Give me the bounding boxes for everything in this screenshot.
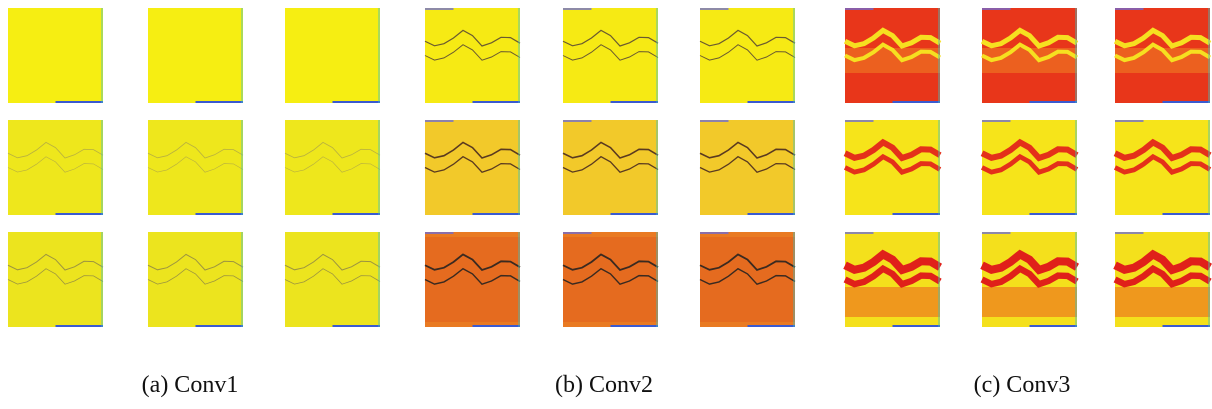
feature-map-background [148, 232, 243, 327]
feature-map [563, 120, 658, 215]
feature-map [148, 120, 243, 215]
caption: (b) Conv2 [555, 372, 653, 398]
feature-map-background [8, 8, 103, 103]
feature-map-background [1115, 120, 1210, 215]
feature-map-background [148, 120, 243, 215]
feature-map-band [425, 237, 520, 322]
feature-map [1115, 232, 1210, 327]
feature-map [8, 8, 103, 103]
feature-map-band [845, 287, 940, 317]
feature-map [700, 8, 795, 103]
feature-map [8, 232, 103, 327]
feature-map-background [845, 120, 940, 215]
feature-map [845, 8, 940, 103]
feature-map-grid [8, 8, 1210, 327]
feature-map [285, 232, 380, 327]
feature-map-background [425, 120, 520, 215]
feature-map [700, 120, 795, 215]
feature-map-background [285, 8, 380, 103]
feature-map [285, 120, 380, 215]
feature-map-background [285, 232, 380, 327]
feature-map [1115, 120, 1210, 215]
feature-map [563, 232, 658, 327]
feature-map [563, 8, 658, 103]
caption: (c) Conv3 [974, 372, 1071, 398]
feature-map [425, 232, 520, 327]
feature-map [425, 8, 520, 103]
feature-map-band [1115, 287, 1210, 317]
feature-map-band [700, 237, 795, 322]
feature-map-background [285, 120, 380, 215]
feature-map [982, 8, 1077, 103]
feature-map [845, 232, 940, 327]
feature-map-band [563, 237, 658, 322]
feature-map [700, 232, 795, 327]
feature-map-background [425, 8, 520, 103]
feature-map [982, 120, 1077, 215]
feature-map-background [982, 120, 1077, 215]
feature-map-background [8, 120, 103, 215]
feature-map-background [8, 232, 103, 327]
feature-map [425, 120, 520, 215]
feature-map [148, 8, 243, 103]
feature-map [1115, 8, 1210, 103]
feature-map-background [563, 120, 658, 215]
figure: (a) Conv1 (b) Conv2 (c) Conv3 [0, 0, 1212, 409]
feature-map [845, 120, 940, 215]
caption: (a) Conv1 [142, 372, 239, 398]
feature-map [148, 232, 243, 327]
feature-map-background [563, 8, 658, 103]
feature-map-background [700, 120, 795, 215]
feature-map-background [148, 8, 243, 103]
feature-map [8, 120, 103, 215]
feature-map-band [982, 287, 1077, 317]
feature-map [982, 232, 1077, 327]
feature-map [285, 8, 380, 103]
feature-map-background [700, 8, 795, 103]
